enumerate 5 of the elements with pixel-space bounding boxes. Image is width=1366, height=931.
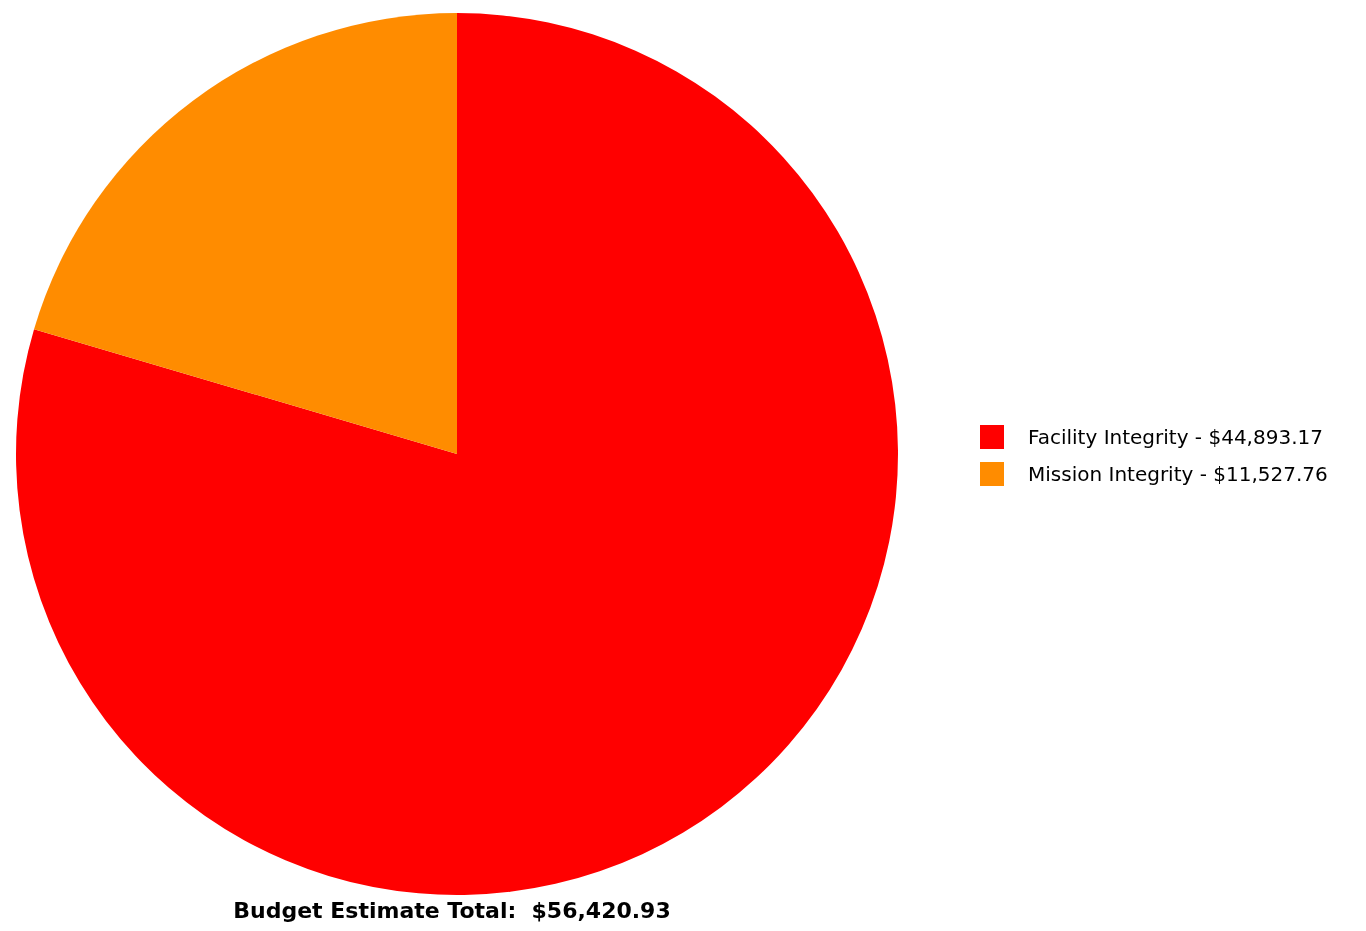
text: Budget Estimate Total: $56,420.93: [232, 898, 672, 923]
pie-slice: [34, 13, 457, 454]
legend-label: Mission Integrity - $11,527.76: [1028, 461, 1328, 486]
pie-slice: [16, 13, 898, 895]
legend-label: Facility Integrity - $44,893.17: [1028, 424, 1323, 449]
